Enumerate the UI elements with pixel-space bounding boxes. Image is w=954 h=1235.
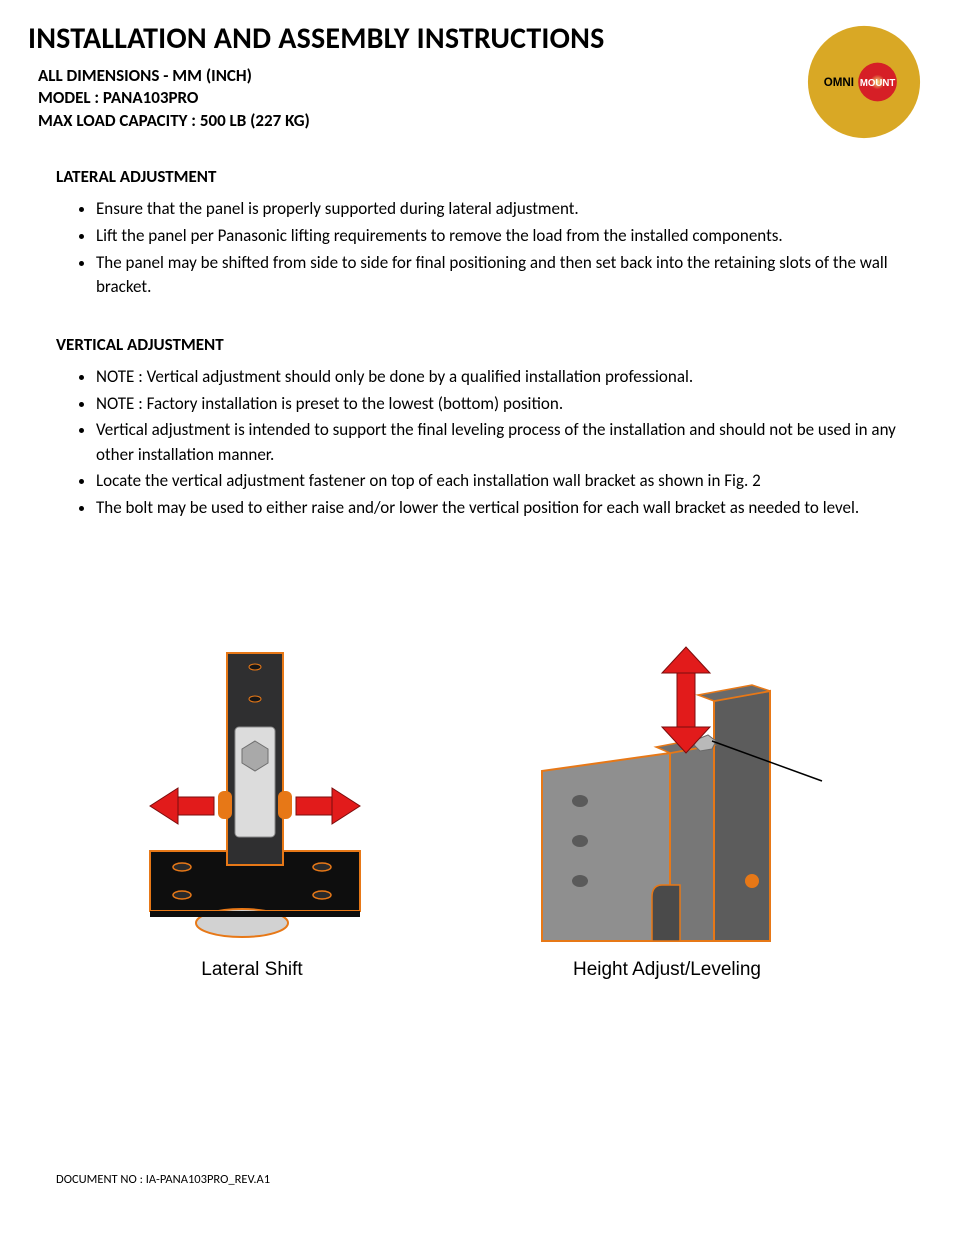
list-item: Locate the vertical adjustment fastener … [96,469,902,494]
logo-text-right: MOUNT [860,78,896,89]
meta-block: ALL DIMENSIONS - MM (INCH) MODEL : PANA1… [38,65,926,132]
figure-lateral: Lateral Shift [122,641,382,981]
figure-height: Height Adjust/Leveling [502,641,832,981]
figure-caption: Lateral Shift [201,959,302,981]
brand-logo-icon: OMNI MOUNT [806,24,922,140]
section-heading-lateral: LATERAL ADJUSTMENT [56,166,926,187]
meta-model: MODEL : PANA103PRO [38,87,926,109]
figure-caption: Height Adjust/Leveling [573,959,761,981]
meta-dimensions: ALL DIMENSIONS - MM (INCH) [38,65,926,87]
lateral-list: Ensure that the panel is properly suppor… [96,197,902,300]
page-title: INSTALLATION AND ASSEMBLY INSTRUCTIONS [28,20,926,57]
list-item: NOTE : Factory installation is preset to… [96,392,902,417]
document-number: DOCUMENT NO : IA-PANA103PRO_REV.A1 [56,1172,270,1187]
page: INSTALLATION AND ASSEMBLY INSTRUCTIONS A… [0,0,954,1235]
list-item: NOTE : Vertical adjustment should only b… [96,365,902,390]
meta-load: MAX LOAD CAPACITY : 500 LB (227 KG) [38,110,926,132]
figures-row: Lateral Shift [28,641,926,981]
list-item: The bolt may be used to either raise and… [96,496,902,521]
list-item: Vertical adjustment is intended to suppo… [96,418,902,467]
list-item: Lift the panel per Panasonic lifting req… [96,224,902,249]
lateral-shift-diagram [122,641,382,951]
vertical-list: NOTE : Vertical adjustment should only b… [96,365,902,521]
list-item: The panel may be shifted from side to si… [96,251,902,300]
logo-text-left: OMNI [824,76,854,89]
list-item: Ensure that the panel is properly suppor… [96,197,902,222]
section-heading-vertical: VERTICAL ADJUSTMENT [56,334,926,355]
height-adjust-diagram [502,641,832,951]
